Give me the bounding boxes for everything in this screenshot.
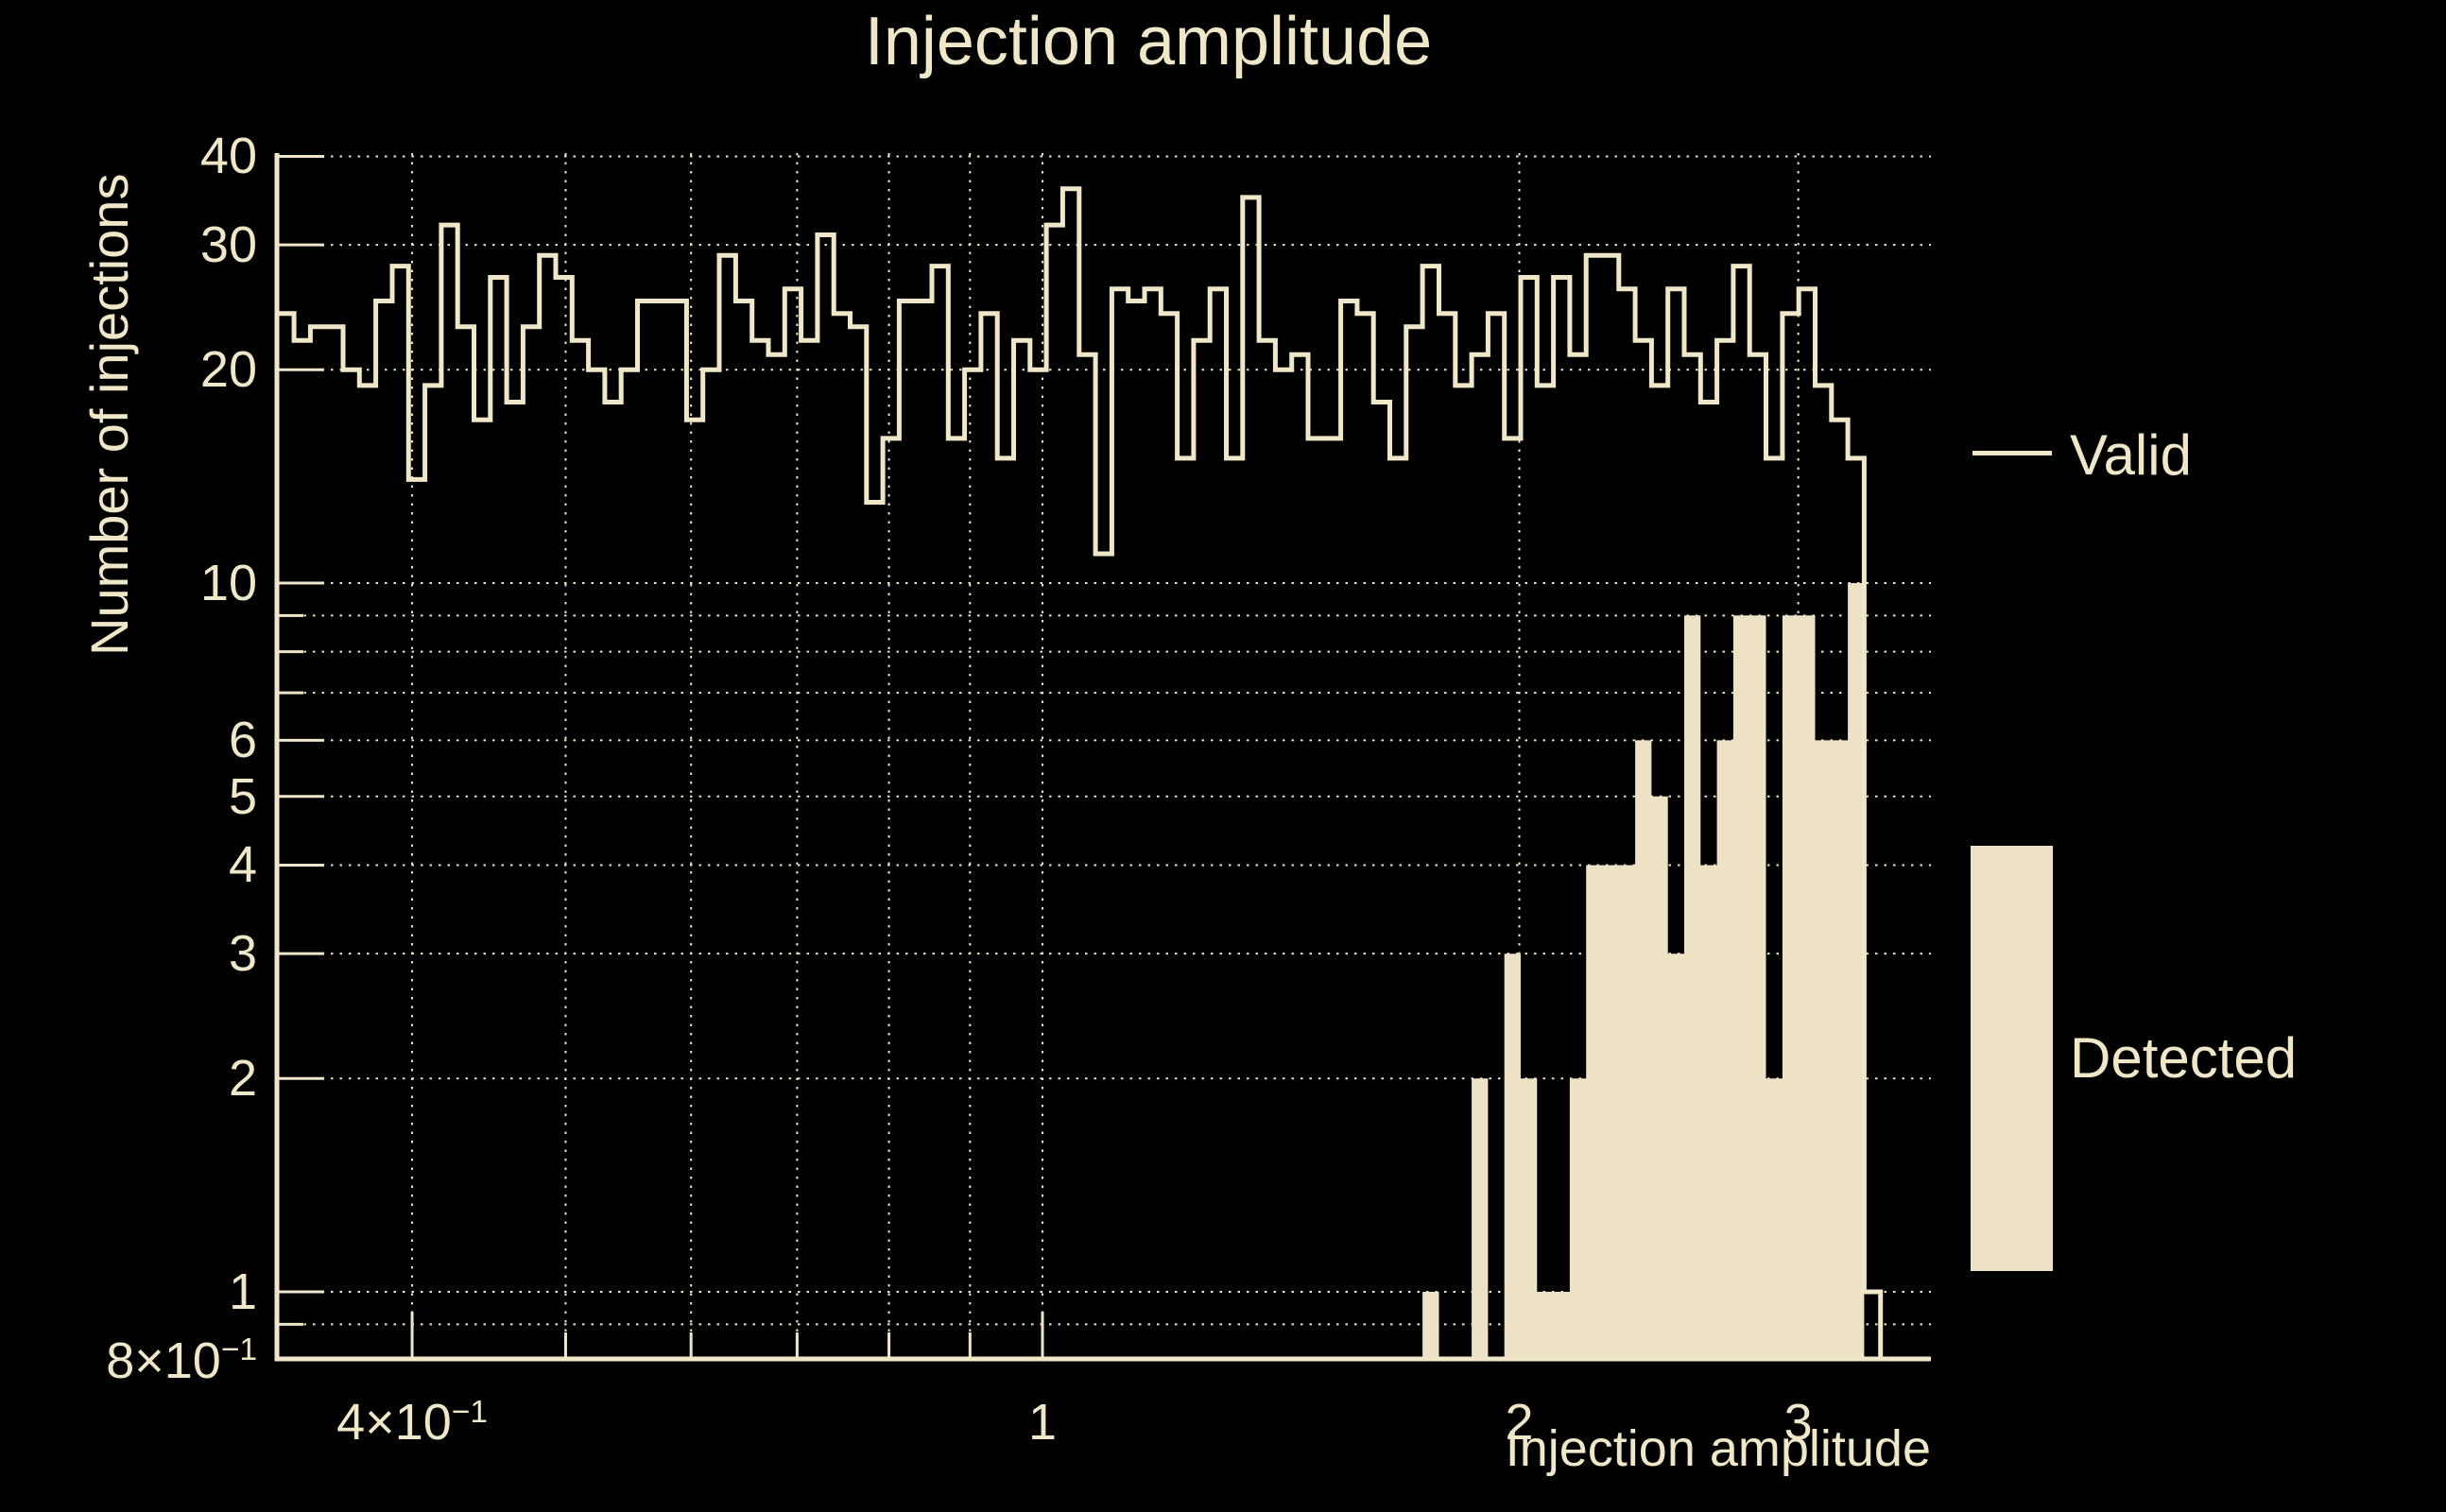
detected-histogram <box>1422 583 1865 1359</box>
x-tick-label: 1 <box>1027 1394 1058 1451</box>
detected-swatch-icon <box>1971 846 2053 1271</box>
x-axis-title: Injection amplitude <box>1505 1420 1931 1477</box>
exponent: −1 <box>220 1332 257 1368</box>
y-tick-label: 2 <box>228 1050 257 1108</box>
y-tick-label: 40 <box>199 128 257 185</box>
y-tick-label: 20 <box>199 341 257 399</box>
y-tick-label: 1 <box>228 1263 257 1320</box>
y-tick-label: 10 <box>199 555 257 611</box>
y-tick-label: 3 <box>228 925 257 983</box>
axis-frame <box>274 153 1931 1362</box>
page-title: Injection amplitude <box>864 4 1433 79</box>
legend-valid-label: Valid <box>2070 423 2192 487</box>
y-tick-label: 4 <box>228 836 257 894</box>
x-tick-label: 2 <box>1505 1394 1534 1451</box>
y-tick-label: 8×10−1 <box>106 1332 257 1389</box>
valid-line-icon <box>1972 451 2052 455</box>
valid-histogram <box>277 186 1884 1359</box>
x-tick-label: 4×10−1 <box>336 1394 488 1451</box>
y-tick-label: 30 <box>199 216 257 274</box>
y-tick-label: 5 <box>228 767 257 825</box>
legend-detected-label: Detected <box>2070 1026 2298 1090</box>
x-tick-label: 3 <box>1783 1394 1813 1451</box>
exponent: −1 <box>451 1394 488 1430</box>
y-tick-label: 6 <box>228 712 257 769</box>
